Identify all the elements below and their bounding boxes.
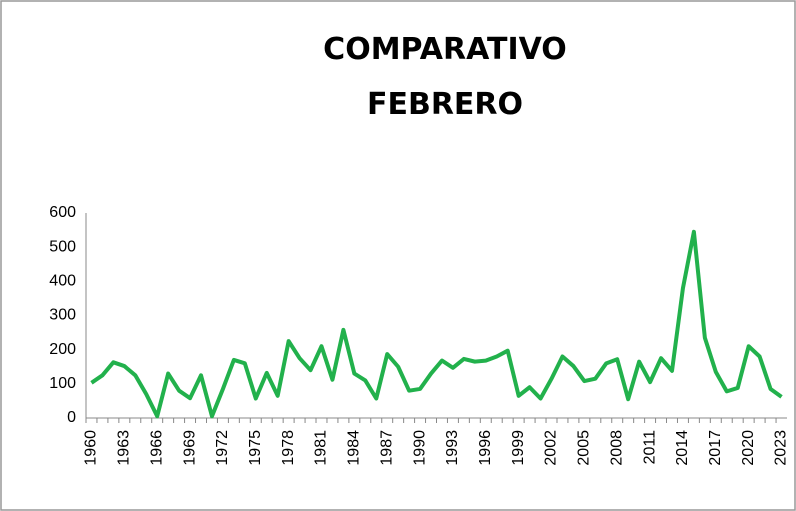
x-tick-label: 1969 [181, 430, 198, 466]
x-tick-label: 2002 [543, 430, 560, 466]
x-tick-label: 2008 [608, 430, 625, 466]
x-tick-label: 1990 [411, 430, 428, 466]
x-tick-label: 1972 [214, 430, 231, 466]
x-tick-label: 1978 [280, 430, 297, 466]
x-tick-label: 1963 [116, 430, 133, 466]
y-tick-label: 500 [49, 238, 76, 255]
y-tick-label: 600 [49, 204, 76, 221]
x-tick-label: 2017 [707, 430, 724, 466]
x-tick-label: 1975 [247, 430, 264, 466]
x-tick-label: 1984 [346, 430, 363, 466]
x-tick-label: 1960 [83, 430, 100, 466]
y-tick-label: 200 [49, 341, 76, 358]
x-tick-label: 1981 [313, 430, 330, 466]
x-tick-label: 2005 [576, 430, 593, 466]
x-tick-label: 2023 [773, 430, 790, 466]
x-tick-label: 1966 [148, 430, 165, 466]
x-tick-label: 2011 [641, 430, 658, 465]
data-line [90, 229, 783, 419]
y-tick-label: 0 [67, 409, 76, 426]
x-tick-label: 2020 [740, 430, 757, 466]
y-tick-label: 400 [49, 273, 76, 290]
x-tick-label: 1999 [510, 430, 527, 466]
y-tick-label: 100 [49, 375, 76, 392]
y-tick-label: 300 [49, 307, 76, 324]
x-tick-label: 1993 [444, 430, 461, 466]
x-tick-label: 1996 [477, 430, 494, 466]
chart-title: COMPARATIVO FEBRERO [323, 32, 567, 122]
x-tick-label: 2014 [674, 430, 691, 466]
x-tick-label: 1987 [378, 430, 395, 466]
